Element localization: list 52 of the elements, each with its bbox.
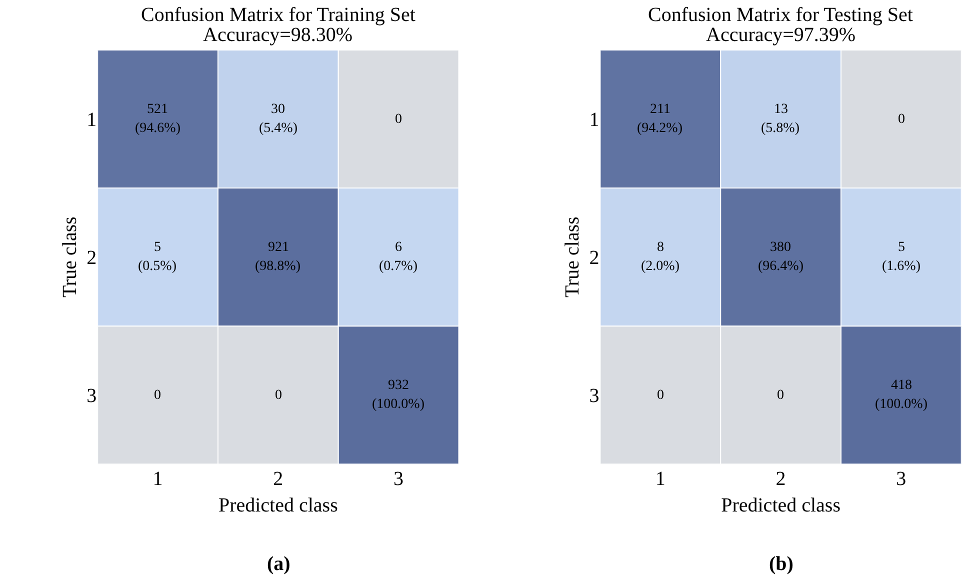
- chart-title: Confusion Matrix for Training Set: [141, 4, 416, 26]
- y-axis-title: True class: [59, 216, 82, 298]
- y-tick-label: 2: [589, 247, 600, 270]
- annotation: (94.6%): [135, 121, 181, 136]
- data-label: 0: [898, 112, 905, 127]
- y-tick-label: 3: [589, 385, 600, 408]
- annotation: (98.8%): [255, 259, 301, 274]
- data-label: 8: [657, 240, 664, 255]
- data-label: 0: [657, 388, 664, 403]
- annotation: (0.7%): [379, 259, 418, 274]
- x-tick-label: 2: [273, 468, 284, 490]
- x-tick-label: 3: [394, 468, 404, 490]
- text: (a): [267, 553, 290, 575]
- y-tick-label: 1: [86, 109, 97, 132]
- data-label: 0: [777, 388, 784, 403]
- x-axis-title: Predicted class: [218, 494, 338, 517]
- chart-subtitle: Accuracy=98.30%: [203, 24, 353, 46]
- annotation: (94.2%): [637, 121, 683, 136]
- data-label: 932: [388, 378, 409, 393]
- data-label: 5: [154, 240, 161, 255]
- text: (b): [769, 553, 794, 575]
- data-label: 5: [898, 240, 905, 255]
- annotation: (96.4%): [758, 259, 804, 274]
- data-label: 6: [395, 240, 402, 255]
- annotation: (100.0%): [372, 397, 425, 412]
- x-tick-label: 1: [152, 468, 163, 490]
- data-label: 0: [275, 388, 282, 403]
- annotation: (2.0%): [641, 259, 680, 274]
- x-axis-title: Predicted class: [721, 494, 841, 517]
- annotation: (1.6%): [882, 259, 921, 274]
- x-tick-label: 2: [776, 468, 786, 490]
- x-tick-label: 1: [655, 468, 666, 490]
- data-label: 211: [650, 102, 670, 117]
- y-tick-label: 1: [589, 109, 600, 132]
- y-tick-label: 2: [86, 247, 97, 270]
- y-tick-label: 3: [86, 385, 97, 408]
- annotation: (0.5%): [138, 259, 177, 274]
- data-label: 0: [395, 112, 402, 127]
- data-label: 418: [891, 378, 912, 393]
- chart-title: Confusion Matrix for Testing Set: [648, 4, 914, 26]
- annotation: (5.8%): [761, 121, 800, 136]
- chart-subtitle: Accuracy=97.39%: [706, 24, 856, 46]
- annotation: (100.0%): [875, 397, 928, 412]
- annotation: (5.4%): [259, 121, 298, 136]
- data-label: 13: [774, 102, 788, 117]
- data-label: 380: [770, 240, 791, 255]
- data-label: 30: [271, 102, 285, 117]
- data-label: 0: [154, 388, 161, 403]
- x-tick-label: 3: [896, 468, 906, 490]
- y-axis-title: True class: [562, 216, 584, 298]
- data-label: 521: [147, 102, 168, 117]
- data-label: 921: [268, 240, 289, 255]
